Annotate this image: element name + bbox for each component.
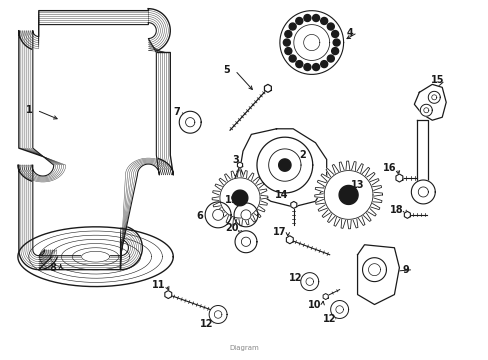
Polygon shape [209, 306, 226, 323]
Circle shape [331, 31, 338, 37]
Polygon shape [357, 245, 399, 305]
Polygon shape [431, 95, 436, 100]
Polygon shape [256, 137, 312, 193]
Polygon shape [264, 84, 271, 92]
Polygon shape [179, 111, 201, 133]
Polygon shape [395, 174, 402, 182]
Polygon shape [427, 91, 439, 103]
Polygon shape [212, 170, 267, 226]
Polygon shape [241, 210, 250, 220]
Polygon shape [290, 201, 296, 208]
Polygon shape [362, 258, 386, 282]
Text: 12: 12 [200, 319, 213, 329]
Polygon shape [314, 161, 382, 229]
Text: 6: 6 [196, 211, 203, 221]
Polygon shape [305, 278, 313, 285]
Circle shape [331, 48, 338, 54]
Text: 8: 8 [49, 263, 56, 273]
Text: 2: 2 [299, 150, 305, 160]
Polygon shape [300, 273, 318, 291]
Polygon shape [303, 35, 319, 51]
Text: 15: 15 [429, 75, 443, 85]
Text: 14: 14 [275, 190, 288, 200]
Polygon shape [420, 104, 431, 116]
Polygon shape [220, 178, 260, 218]
Text: 7: 7 [173, 107, 179, 117]
Text: 18: 18 [389, 205, 403, 215]
Circle shape [285, 31, 291, 37]
Circle shape [326, 55, 334, 62]
Polygon shape [423, 108, 428, 113]
Text: 20: 20 [225, 223, 238, 233]
Polygon shape [205, 202, 230, 228]
Text: Diagram: Diagram [229, 345, 258, 351]
Polygon shape [240, 129, 326, 207]
Text: 10: 10 [307, 300, 321, 310]
Text: 12: 12 [322, 314, 336, 324]
Circle shape [283, 39, 290, 46]
Circle shape [326, 23, 334, 30]
Text: 4: 4 [346, 28, 352, 37]
Polygon shape [18, 9, 173, 270]
Circle shape [320, 60, 327, 68]
Text: 16: 16 [382, 163, 395, 173]
Circle shape [312, 64, 319, 71]
Polygon shape [235, 231, 256, 253]
Polygon shape [185, 118, 194, 127]
Polygon shape [278, 159, 290, 171]
Polygon shape [268, 149, 301, 181]
Circle shape [295, 18, 302, 24]
Text: 3: 3 [232, 155, 239, 165]
Circle shape [332, 39, 340, 46]
Circle shape [312, 14, 319, 22]
Polygon shape [368, 264, 380, 276]
Text: 9: 9 [401, 265, 408, 275]
Polygon shape [237, 162, 242, 168]
Polygon shape [212, 210, 223, 220]
Polygon shape [18, 227, 173, 287]
Text: 11: 11 [151, 280, 165, 289]
Polygon shape [241, 237, 250, 246]
Polygon shape [234, 203, 258, 227]
Circle shape [285, 48, 291, 54]
Polygon shape [164, 291, 171, 298]
Text: 5: 5 [223, 66, 230, 76]
Polygon shape [279, 11, 343, 75]
Polygon shape [330, 301, 348, 319]
Circle shape [320, 18, 327, 24]
Polygon shape [293, 24, 329, 60]
Circle shape [304, 64, 310, 71]
Polygon shape [417, 187, 427, 197]
Polygon shape [404, 211, 409, 219]
Circle shape [288, 55, 296, 62]
Text: 13: 13 [350, 180, 364, 190]
Text: 1: 1 [25, 105, 32, 115]
Polygon shape [232, 190, 247, 206]
Polygon shape [416, 120, 427, 182]
Text: 17: 17 [273, 227, 286, 237]
Circle shape [288, 23, 296, 30]
Circle shape [304, 14, 310, 22]
Polygon shape [410, 180, 434, 204]
Polygon shape [32, 23, 159, 256]
Circle shape [295, 60, 302, 68]
Polygon shape [323, 293, 327, 300]
Polygon shape [286, 236, 293, 244]
Polygon shape [335, 306, 343, 313]
Text: 12: 12 [288, 273, 302, 283]
Polygon shape [324, 171, 372, 219]
Polygon shape [338, 185, 357, 204]
Polygon shape [214, 311, 222, 318]
Polygon shape [413, 84, 446, 120]
Text: 19: 19 [225, 195, 238, 205]
Polygon shape [81, 251, 109, 262]
